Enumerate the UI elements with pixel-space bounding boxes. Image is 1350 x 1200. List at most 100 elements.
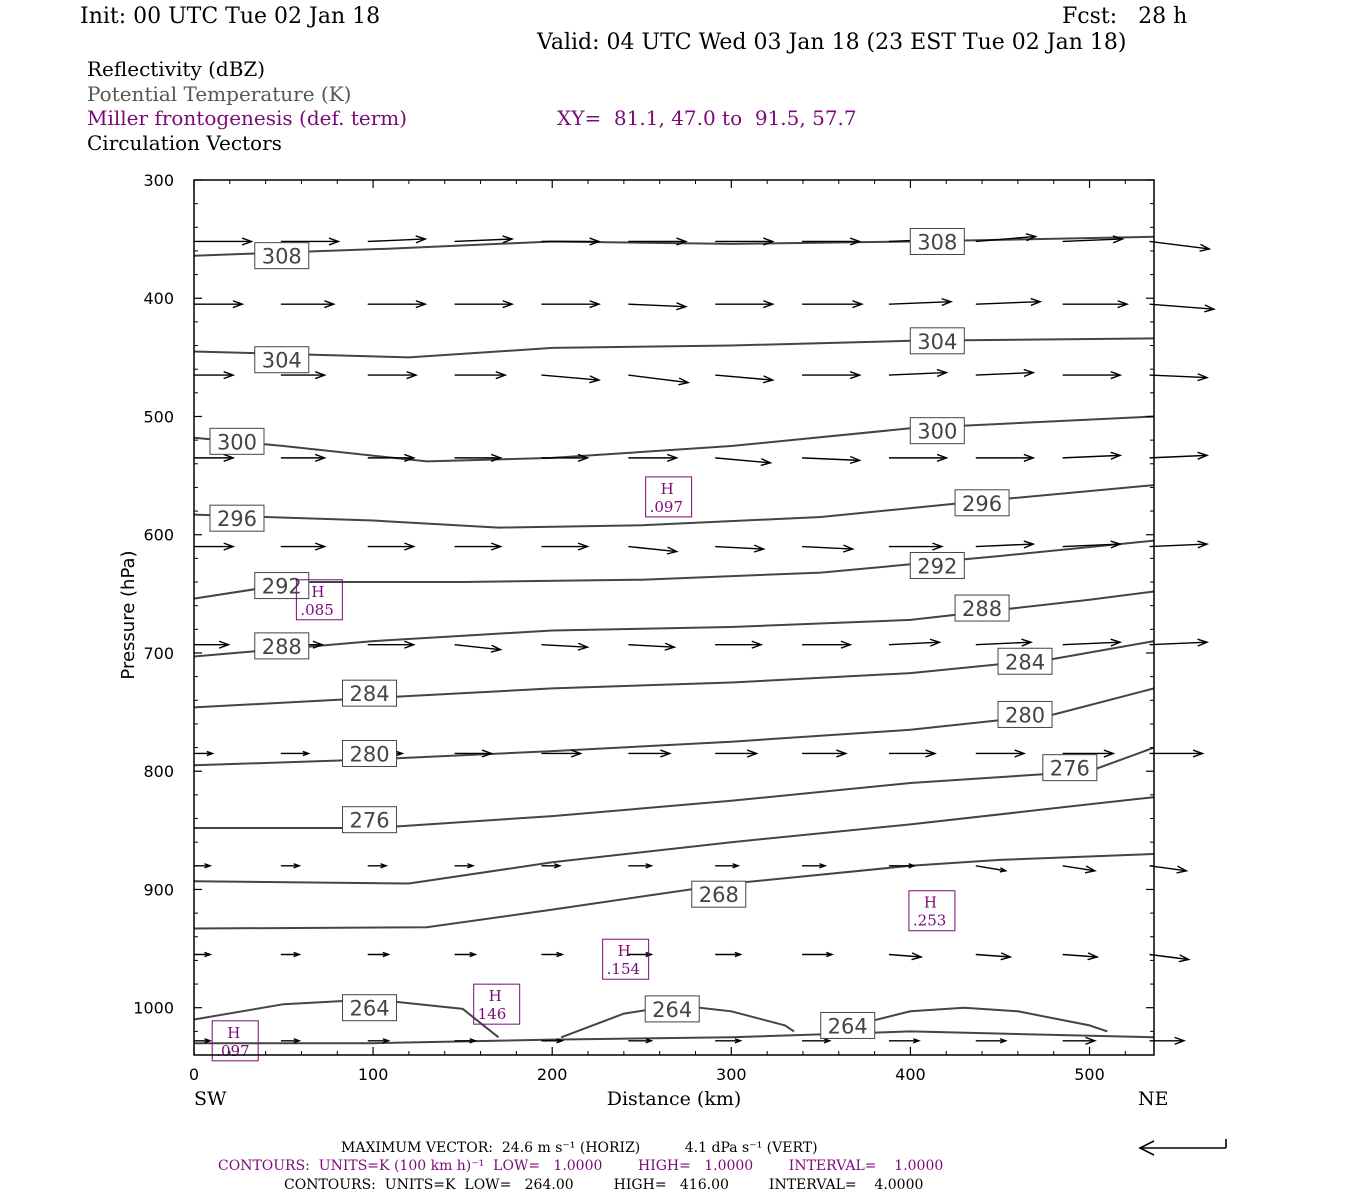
contour-label-box [254, 572, 310, 600]
circulation-vector [194, 951, 213, 958]
circulation-vector [280, 237, 341, 246]
vector-shaft [975, 865, 1006, 872]
circulation-vector [715, 544, 766, 553]
vector-head [406, 371, 419, 380]
vector-head [223, 542, 236, 551]
contour-label-box [644, 995, 700, 1023]
circulation-vector [367, 300, 428, 309]
vector-head [1174, 1036, 1187, 1045]
circulation-vector [888, 863, 917, 869]
plot-axes: 0 100 200 300 400 500 300 400 500 600 700 800 900 100… [133, 171, 1155, 1084]
x-axis-title: Distance (km) [607, 1088, 742, 1110]
circulation-vector [802, 455, 862, 465]
contour-label-276: 276 [342, 806, 398, 834]
vector-head [676, 302, 688, 311]
contour-label-box [997, 700, 1053, 728]
contour-label-box [342, 806, 398, 834]
y-tick-label: 700 [143, 644, 174, 663]
circulation-vector [194, 1038, 213, 1044]
contour-label-text: 296 [962, 492, 1002, 516]
vector-head [1176, 865, 1189, 874]
vector-head [660, 749, 672, 758]
init-time: Init: 00 UTC Tue 02 Jan 18 [80, 4, 381, 29]
circulation-vector [367, 863, 389, 869]
vector-head [1084, 865, 1097, 874]
vector-head [206, 750, 215, 757]
circulation-vector [1149, 240, 1212, 252]
valid-time: Valid: 04 UTC Wed 03 Jan 18 (23 EST Tue … [537, 30, 1127, 55]
vector-head [570, 749, 583, 758]
vector-shaft [541, 374, 600, 381]
contour-label-text: 300 [917, 420, 957, 444]
vector-head [849, 371, 862, 380]
circulation-vector [1062, 540, 1123, 549]
theta-contour-info: CONTOURS: UNITS=K LOW= 264.00 HIGH= 416.… [284, 1177, 924, 1193]
circulation-vector [1062, 952, 1100, 961]
vector-head [925, 749, 937, 758]
vector-head [204, 951, 213, 958]
theta-contour-308 [193, 235, 1155, 257]
circulation-vector [1062, 451, 1123, 460]
circulation-vector [280, 951, 302, 958]
contour-label-text: 276 [1050, 757, 1090, 781]
circulation-vector [975, 233, 1038, 243]
circulation-vector [628, 1038, 654, 1044]
vector-head [823, 1038, 832, 1044]
vector-head [849, 455, 862, 465]
vector-shaft [888, 641, 940, 646]
circulation-vector [1062, 638, 1123, 647]
contour-label-text: 280 [349, 742, 389, 766]
circulation-vector [367, 371, 419, 380]
x-tick-label: 400 [895, 1065, 926, 1084]
vector-head [490, 644, 503, 653]
vector-head [1025, 233, 1038, 242]
vector-shaft [628, 545, 677, 553]
circulation-vector [541, 374, 601, 384]
vector-head [502, 235, 515, 244]
x-end-label-right: NE [1138, 1088, 1169, 1110]
y-tick-label: 400 [143, 289, 174, 308]
contour-label-text: 280 [1005, 703, 1045, 727]
circulation-vector [280, 863, 302, 869]
vector-head [734, 951, 743, 958]
circulation-vector [541, 951, 565, 958]
vector-head [1110, 451, 1123, 460]
vector-head [1204, 304, 1216, 313]
vector-head [1000, 952, 1013, 961]
circulation-vector [280, 300, 336, 309]
vector-head [324, 300, 336, 309]
x-tick-label: 0 [189, 1065, 199, 1084]
contour-label-box [909, 227, 965, 255]
vector-head [645, 863, 654, 869]
circulation-vector [1149, 865, 1189, 874]
contour-label-text: 288 [262, 635, 302, 659]
contour-label-box [342, 994, 398, 1022]
contour-label-text: 304 [262, 349, 302, 373]
circulation-vector [454, 863, 476, 869]
max-type: H [227, 1024, 240, 1042]
circulation-vector [802, 640, 853, 649]
circulation-vector [715, 863, 741, 869]
circulation-vector [888, 453, 949, 462]
y-tick-label: 500 [143, 407, 174, 426]
contour-label-box [342, 679, 398, 707]
y-tick-label: 600 [143, 526, 174, 545]
theta-contour-268 [193, 853, 1155, 930]
contour-label-text: 304 [917, 330, 957, 354]
contour-label-300: 300 [909, 417, 965, 445]
max-value: 146 [478, 1005, 507, 1023]
vector-head [826, 951, 835, 958]
max-box [602, 938, 650, 980]
contour-label-text: 292 [917, 554, 957, 578]
vector-shaft [1062, 238, 1123, 243]
vector-shaft [975, 543, 1034, 548]
contour-label-box [342, 739, 398, 767]
circulation-vector [628, 951, 654, 958]
vector-head [1117, 300, 1130, 309]
contour-label-304: 304 [909, 327, 965, 355]
vector-head [481, 749, 494, 758]
contour-label-292: 292 [254, 572, 310, 600]
contour-label-264: 264 [644, 995, 700, 1023]
x-tick-label: 100 [358, 1065, 389, 1084]
